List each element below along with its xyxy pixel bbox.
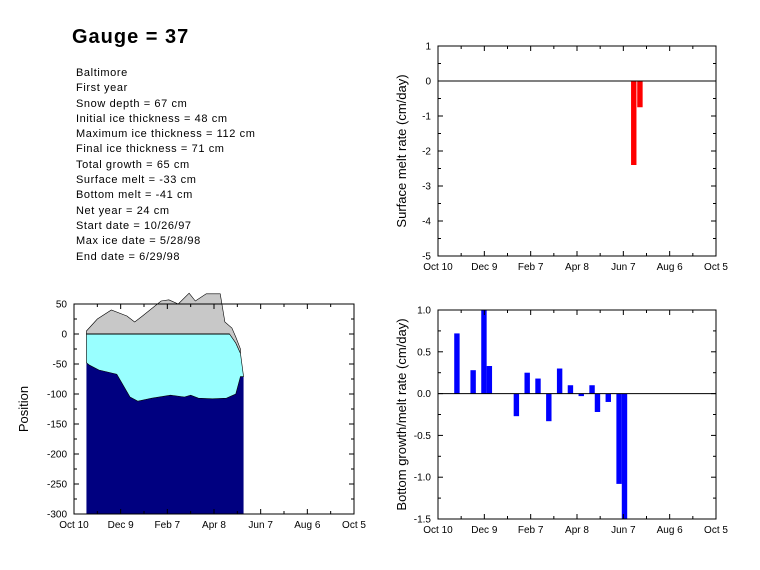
bottom-growth-bar: [578, 393, 584, 397]
bottom-growth-ytick-label: -1.0: [414, 473, 432, 484]
bottom-growth-bar: [454, 333, 460, 394]
bottom-growth-xtick-label: Jun 7: [611, 525, 636, 536]
position-ytick-label: 50: [56, 300, 68, 311]
surface-melt-xtick-label: Apr 8: [565, 262, 589, 273]
position-ytick-label: -150: [47, 420, 67, 431]
info-surface-melt: Surface melt = -33 cm: [76, 174, 197, 187]
info-max-ice-thickness: Maximum ice thickness = 112 cm: [76, 128, 256, 141]
position-ytick-label: -100: [47, 390, 67, 401]
surface-melt-bar: [631, 81, 637, 165]
position-snow-area: [86, 292, 241, 354]
surface-melt-ytick-label: 0: [425, 77, 431, 88]
position-ylabel: Position: [16, 386, 31, 432]
info-total-growth: Total growth = 65 cm: [76, 158, 190, 171]
info-ice-type: First year: [76, 82, 128, 95]
position-ytick-label: -50: [53, 360, 68, 371]
bottom-growth-bar: [513, 393, 520, 417]
surface-melt-xtick-label: Jun 7: [611, 262, 636, 273]
bottom-growth-ytick-label: -0.5: [414, 431, 432, 442]
info-bottom-melt: Bottom melt = -41 cm: [76, 189, 193, 202]
info-final-ice-thickness: Final ice thickness = 71 cm: [76, 143, 225, 156]
surface-melt-ylabel: Surface melt rate (cm/day): [394, 74, 409, 227]
bottom-growth-bar: [594, 393, 601, 412]
position-ytick-label: -200: [47, 450, 67, 461]
info-end-date: End date = 6/29/98: [76, 250, 181, 263]
surface-melt-xtick-label: Dec 9: [471, 262, 498, 273]
info-initial-ice-thickness: Initial ice thickness = 48 cm: [76, 112, 228, 125]
surface-melt-xtick-label: Feb 7: [518, 262, 544, 273]
bottom-growth-xtick-label: Dec 9: [471, 525, 498, 536]
surface-melt-xtick-label: Oct 5: [704, 262, 728, 273]
bottom-growth-ytick-label: 0.0: [417, 389, 431, 400]
position-xtick-label: Oct 10: [59, 520, 89, 531]
bottom-growth-bar: [616, 393, 622, 484]
bottom-growth-bar: [470, 370, 476, 394]
bottom-growth-bar: [556, 368, 563, 394]
bottom-growth-xtick-label: Feb 7: [518, 525, 544, 536]
position-water-area: [86, 362, 244, 514]
bottom-growth-xtick-label: Aug 6: [657, 525, 684, 536]
info-panel: Baltimore First year Snow depth = 67 cm …: [76, 66, 256, 265]
position-xtick-label: Feb 7: [155, 520, 181, 531]
position-xtick-label: Aug 6: [294, 520, 321, 531]
bottom-growth-bar: [535, 378, 541, 394]
bottom-growth-xtick-label: Oct 5: [704, 525, 728, 536]
bottom-growth-bar: [524, 372, 530, 394]
position-ytick-label: -300: [47, 510, 67, 521]
surface-melt-xtick-label: Aug 6: [657, 262, 684, 273]
bottom-growth-ytick-label: 1.0: [417, 306, 431, 317]
bottom-growth-bar: [605, 393, 611, 402]
bottom-growth-bar: [481, 310, 487, 394]
surface-melt-ytick-label: -1: [422, 112, 431, 123]
info-start-date: Start date = 10/26/97: [76, 219, 192, 232]
surface-melt-ytick-label: -4: [422, 217, 431, 228]
bottom-growth-xtick-label: Apr 8: [565, 525, 589, 536]
bottom-growth-bar: [621, 393, 628, 519]
bottom-growth-bar: [567, 385, 574, 394]
bottom-growth-bar: [546, 393, 552, 422]
bottom-growth-xtick-label: Oct 10: [423, 525, 453, 536]
surface-melt-bar: [637, 81, 643, 108]
bottom-growth-ytick-label: -1.5: [414, 515, 432, 526]
bottom-growth-bar: [486, 366, 493, 394]
surface-melt-plot-frame: [437, 45, 717, 257]
info-net-year: Net year = 24 cm: [76, 204, 170, 217]
surface-melt-ytick-label: -2: [422, 147, 431, 158]
surface-melt-ytick-label: -5: [422, 252, 431, 263]
position-xtick-label: Jun 7: [248, 520, 273, 531]
position-ice-area: [86, 333, 244, 402]
position-ytick-label: -250: [47, 480, 67, 491]
gauge-title: Gauge = 37: [72, 26, 190, 48]
position-xtick-label: Apr 8: [202, 520, 226, 531]
bottom-growth-ytick-label: 0.5: [417, 347, 431, 358]
info-snow-depth: Snow depth = 67 cm: [76, 97, 188, 110]
position-xtick-label: Oct 5: [342, 520, 366, 531]
position-ytick-label: 0: [61, 330, 67, 341]
surface-melt-xtick-label: Oct 10: [423, 262, 453, 273]
surface-melt-ytick-label: 1: [425, 42, 431, 53]
position-xtick-label: Dec 9: [108, 520, 135, 531]
bottom-growth-ylabel: Bottom growth/melt rate (cm/day): [394, 318, 409, 510]
bottom-growth-plot-frame: [437, 309, 717, 520]
surface-melt-ytick-label: -3: [422, 182, 431, 193]
info-max-ice-date: Max ice date = 5/28/98: [76, 235, 201, 248]
info-site: Baltimore: [76, 67, 128, 79]
bottom-growth-bar: [589, 385, 595, 394]
